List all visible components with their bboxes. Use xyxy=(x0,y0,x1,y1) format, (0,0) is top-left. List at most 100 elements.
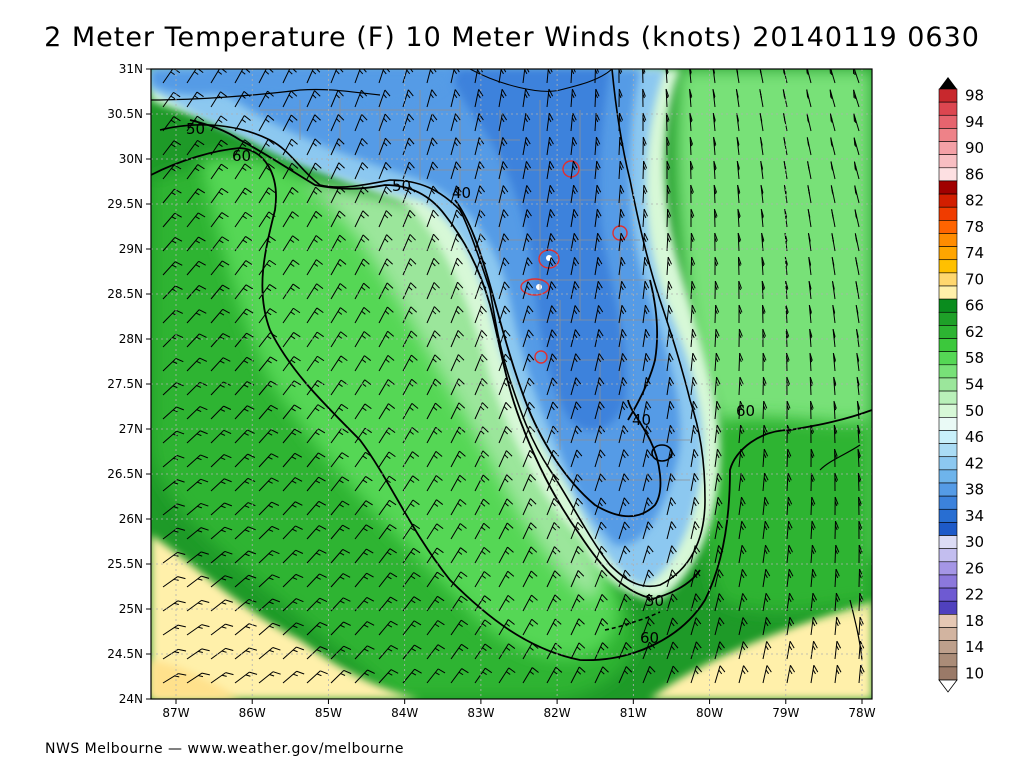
wind-barb xyxy=(450,571,468,588)
wind-barb xyxy=(402,185,416,204)
legend-swatch xyxy=(938,666,958,681)
wind-barb xyxy=(234,550,257,564)
wind-barb xyxy=(474,426,489,444)
wind-barb xyxy=(738,280,742,300)
wind-barb xyxy=(810,520,816,540)
wind-barb xyxy=(306,259,323,276)
wind-barb xyxy=(186,430,208,444)
wind-barb xyxy=(666,641,679,660)
wind-barb xyxy=(522,546,538,564)
wind-barb xyxy=(474,329,488,348)
wind-barb xyxy=(426,137,438,156)
lon-label: 79W xyxy=(772,706,799,720)
wind-barb xyxy=(498,595,515,612)
contour-label: 40 xyxy=(632,411,651,429)
legend-swatch xyxy=(938,653,958,668)
wind-barb xyxy=(546,160,555,180)
legend-label: 26 xyxy=(965,559,984,577)
wind-barb xyxy=(522,88,530,108)
wind-barb xyxy=(186,599,210,612)
wind-barb xyxy=(570,497,584,516)
wind-barb xyxy=(522,185,532,204)
wind-barb xyxy=(282,380,302,396)
wind-barb xyxy=(426,330,441,348)
contour-50-east xyxy=(647,569,701,601)
wind-barb xyxy=(474,619,492,636)
wind-barb xyxy=(378,210,393,228)
wind-barb xyxy=(834,664,842,684)
wind-barb xyxy=(234,574,257,588)
wind-barb xyxy=(738,328,743,348)
wind-barb xyxy=(618,280,626,300)
wind-barb xyxy=(666,665,679,684)
wind-barb xyxy=(186,236,206,252)
wind-barb xyxy=(330,548,351,564)
lat-label: 30N xyxy=(119,152,143,166)
wind-barb xyxy=(690,473,699,492)
wind-barb xyxy=(642,449,653,468)
wind-barb xyxy=(450,209,463,228)
wind-barb xyxy=(738,617,748,636)
legend-swatch xyxy=(938,193,958,208)
wind-barb xyxy=(666,400,675,420)
legend-swatch xyxy=(938,128,958,142)
wind-barb xyxy=(402,475,420,492)
wind-barb xyxy=(594,69,600,84)
wind-barb xyxy=(714,593,725,612)
wind-barb xyxy=(594,88,600,108)
legend-swatch xyxy=(938,351,958,366)
wind-barb xyxy=(450,643,469,660)
wind-barb xyxy=(210,672,234,684)
lon-label: 80W xyxy=(696,706,723,720)
wind-barb xyxy=(690,352,697,372)
wind-barb xyxy=(426,571,445,588)
wind-barb xyxy=(210,502,233,516)
wind-barb xyxy=(498,643,516,660)
wind-barb xyxy=(570,401,582,420)
contour-label-group: 50 60 50 40 40 60 50 60 xyxy=(186,120,755,647)
wind-barb xyxy=(258,477,279,492)
wind-barb xyxy=(402,69,414,84)
wind-barb xyxy=(330,210,346,228)
wind-barb xyxy=(282,138,298,156)
wind-barb xyxy=(690,521,700,540)
wind-barb xyxy=(330,186,346,204)
wind-barb xyxy=(737,256,742,276)
wind-barb xyxy=(186,406,208,420)
wind-barb xyxy=(474,474,490,492)
wind-barb xyxy=(594,281,603,300)
wind-barb xyxy=(762,544,770,564)
contour-label: 50 xyxy=(186,120,205,138)
wind-barb xyxy=(738,448,745,468)
wind-barb xyxy=(522,69,530,84)
wind-barb xyxy=(570,233,579,252)
lon-label: 84W xyxy=(391,706,418,720)
wind-barb xyxy=(810,640,818,660)
wind-barb xyxy=(546,305,557,324)
warm-se xyxy=(650,600,872,699)
wind-barb xyxy=(829,113,836,132)
wind-barb xyxy=(426,69,437,84)
isotherms xyxy=(151,119,872,661)
wind-barb xyxy=(210,115,228,132)
wind-barb xyxy=(282,307,301,324)
wind-barb xyxy=(737,232,742,252)
wind-barb xyxy=(810,592,818,612)
wind-barb xyxy=(736,136,740,156)
legend-swatch xyxy=(938,285,958,300)
wind-barb xyxy=(618,569,631,588)
wind-barb xyxy=(354,210,369,228)
wind-barb xyxy=(210,284,230,300)
wind-barb xyxy=(856,376,860,396)
wind-barb xyxy=(666,280,673,300)
wind-barb xyxy=(498,522,514,540)
wind-barb xyxy=(354,548,374,564)
wind-barb xyxy=(354,138,368,156)
wind-barb xyxy=(474,595,492,612)
wind-barb xyxy=(522,618,539,636)
wind-barb xyxy=(665,88,670,108)
wind-barb xyxy=(857,424,861,444)
wind-barb xyxy=(832,352,837,372)
wind-barb xyxy=(786,400,791,420)
